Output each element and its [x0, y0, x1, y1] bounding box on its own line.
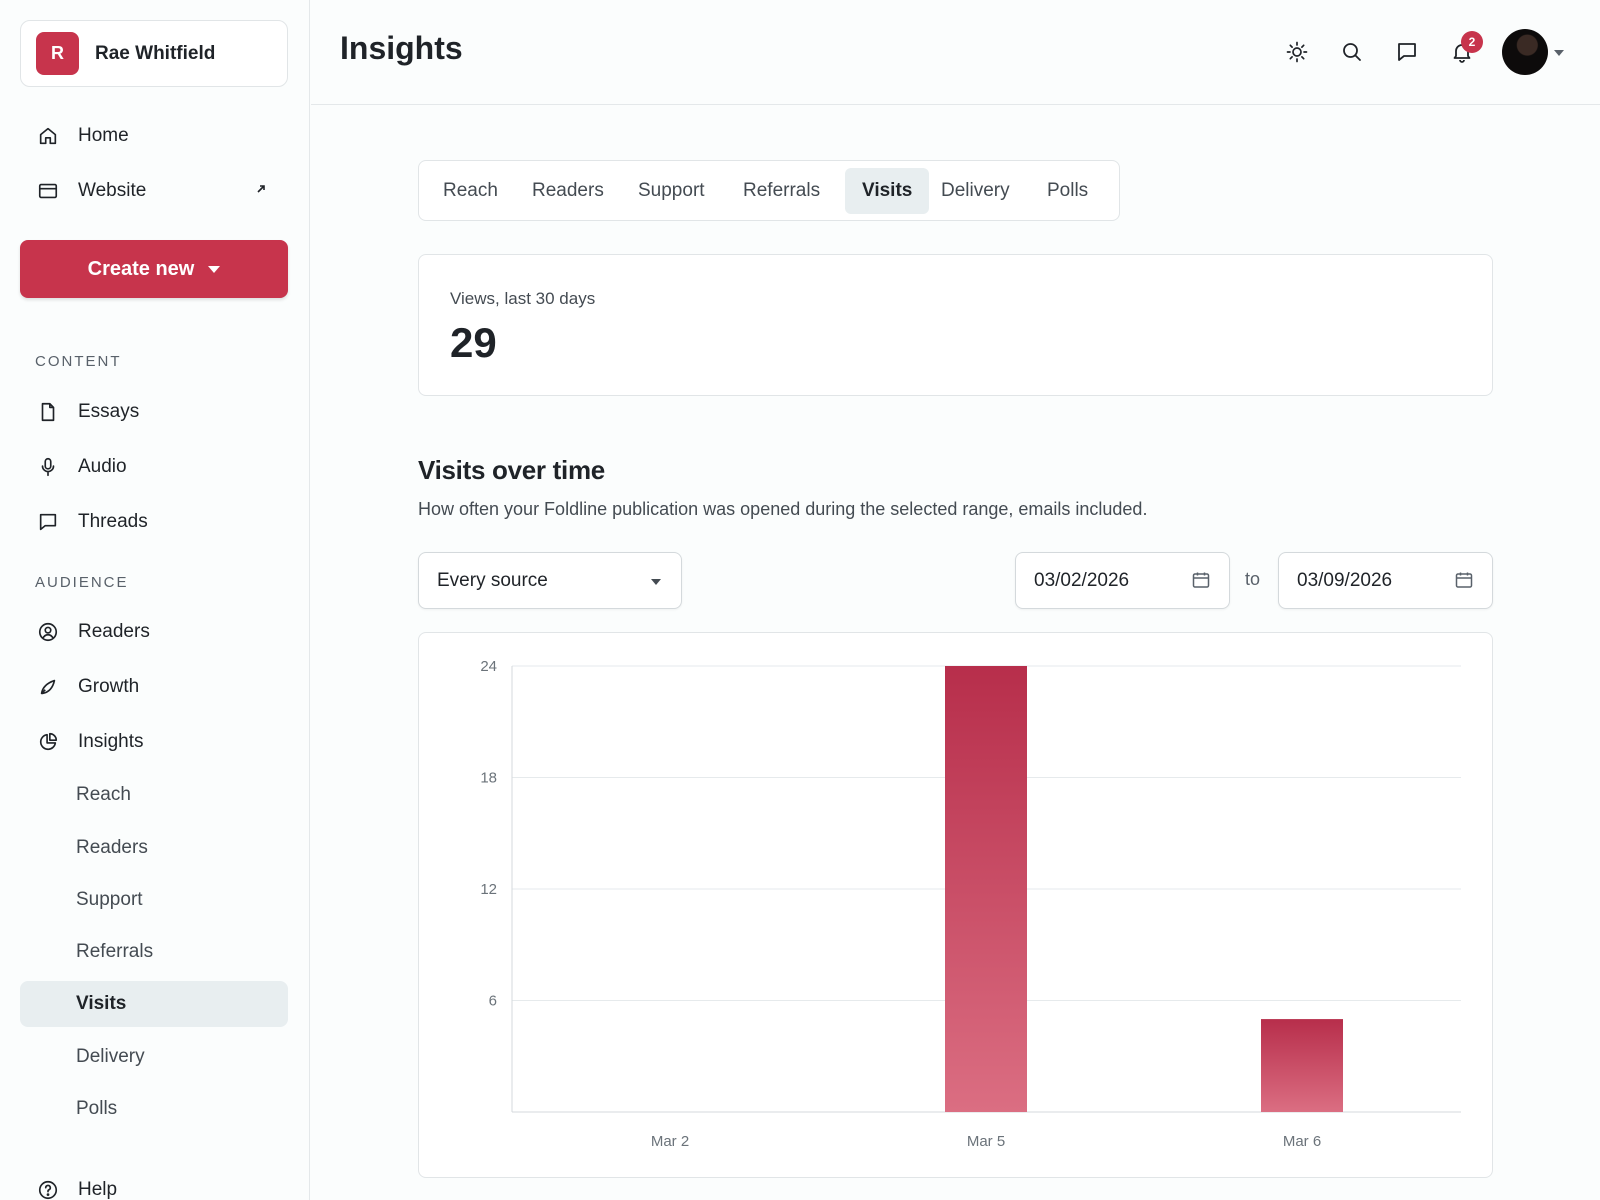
- sidebar-item-label: Help: [78, 1179, 118, 1200]
- bar-mar-6: [1261, 1019, 1343, 1112]
- sidebar-item-label: Audio: [78, 456, 127, 477]
- avatar[interactable]: [1502, 29, 1548, 75]
- sidebar-item-readers[interactable]: Readers: [20, 608, 288, 656]
- home-icon: [36, 124, 60, 148]
- sidebar-subitem-polls[interactable]: Polls: [76, 1098, 118, 1119]
- stat-value: 29: [450, 319, 497, 366]
- top-header: Insights: [311, 0, 1600, 105]
- section-title: Visits over time: [418, 455, 605, 485]
- sidebar-item-label: Threads: [78, 511, 148, 532]
- account-name: Rae Whitfield: [95, 42, 216, 64]
- audience-section-label: AUDIENCE: [35, 574, 129, 591]
- browser-window-icon: [36, 179, 60, 203]
- tab-visits[interactable]: Visits: [845, 168, 930, 214]
- y-tick-label: 6: [489, 993, 497, 1010]
- sidebar-item-website[interactable]: Website: [20, 167, 288, 215]
- sidebar-item-home[interactable]: Home: [20, 112, 288, 160]
- external-link-icon: [257, 185, 265, 193]
- chevron-down-icon[interactable]: [1554, 50, 1564, 56]
- search-icon: [1343, 43, 1361, 61]
- tab-polls[interactable]: Polls: [1047, 180, 1089, 201]
- publication-logo: R: [36, 32, 79, 75]
- sidebar-item-help[interactable]: Help: [20, 1168, 288, 1200]
- date-range-separator: to: [1245, 569, 1261, 589]
- sidebar-subitem-support[interactable]: Support: [76, 889, 143, 910]
- sidebar-subitem-delivery[interactable]: Delivery: [76, 1046, 145, 1067]
- microphone-icon: [36, 455, 60, 479]
- tab-reach[interactable]: Reach: [443, 180, 498, 201]
- sidebar-item-label: Readers: [78, 621, 150, 642]
- sidebar-subitem-visits[interactable]: Visits: [20, 981, 288, 1027]
- calendar-icon[interactable]: [1191, 570, 1211, 590]
- user-circle-icon: [36, 620, 60, 644]
- notification-badge: 2: [1461, 31, 1483, 53]
- source-select-value: Every source: [437, 569, 548, 591]
- y-tick-label: 12: [480, 881, 497, 898]
- x-tick-label: Mar 2: [651, 1133, 689, 1150]
- create-new-button[interactable]: Create new: [20, 240, 288, 298]
- sidebar-item-label: Growth: [78, 676, 140, 697]
- x-tick-label: Mar 6: [1283, 1133, 1321, 1150]
- calendar-icon[interactable]: [1454, 570, 1474, 590]
- sidebar-item-label: Home: [78, 125, 129, 146]
- content-section-label: CONTENT: [35, 353, 122, 370]
- chevron-down-icon: [651, 579, 661, 585]
- sidebar-subitem-referrals[interactable]: Referrals: [76, 941, 154, 962]
- date-from-input[interactable]: [1015, 552, 1230, 609]
- chat-bubble-icon: [1398, 43, 1416, 61]
- sidebar-item-label: Insights: [78, 731, 144, 752]
- tab-delivery[interactable]: Delivery: [941, 180, 1010, 201]
- search-button[interactable]: [1338, 38, 1366, 66]
- x-tick-label: Mar 5: [967, 1133, 1005, 1150]
- tab-readers[interactable]: Readers: [532, 180, 604, 201]
- tab-referrals[interactable]: Referrals: [743, 180, 821, 201]
- theme-toggle-button[interactable]: [1283, 38, 1311, 66]
- sidebar-item-growth[interactable]: Growth: [20, 663, 288, 711]
- account-switcher[interactable]: R Rae Whitfield: [20, 20, 288, 87]
- stat-label: Views, last 30 days: [450, 289, 596, 308]
- tab-support[interactable]: Support: [638, 180, 705, 201]
- help-circle-icon: [36, 1178, 60, 1200]
- source-select[interactable]: Every source: [418, 552, 682, 609]
- sidebar-item-audio[interactable]: Audio: [20, 443, 288, 491]
- y-tick-label: 24: [480, 658, 497, 675]
- sun-icon: [1286, 41, 1308, 63]
- sidebar-item-threads[interactable]: Threads: [20, 498, 288, 546]
- sidebar-item-label: Website: [78, 180, 147, 201]
- sidebar-item-insights[interactable]: Insights: [20, 718, 288, 766]
- insights-tabs: Reach Readers Support Referrals Visits D…: [418, 160, 1120, 221]
- visits-bar-chart: 6 12 18 24 Mar 2 Mar 5 Mar 6: [480, 658, 1461, 1150]
- pie-chart-icon: [36, 730, 60, 754]
- chevron-down-icon: [208, 265, 221, 273]
- bar-mar-5: [945, 666, 1027, 1112]
- rocket-icon: [36, 675, 60, 699]
- y-tick-label: 18: [480, 770, 497, 787]
- visits-chart-card: 6 12 18 24 Mar 2 Mar 5 Mar 6: [418, 632, 1493, 1178]
- document-icon: [36, 400, 60, 424]
- sidebar-subitem-reach[interactable]: Reach: [76, 784, 131, 805]
- sidebar: R Rae Whitfield Home Website Create new …: [0, 0, 310, 1200]
- sidebar-subitem-readers[interactable]: Readers: [76, 837, 148, 858]
- create-new-label: Create new: [87, 257, 195, 280]
- section-description: How often your Foldline publication was …: [418, 499, 1148, 519]
- sidebar-item-label: Essays: [78, 401, 140, 422]
- chat-bubble-icon: [36, 510, 60, 534]
- messages-button[interactable]: [1393, 38, 1421, 66]
- views-stat-card: Views, last 30 days 29: [418, 254, 1493, 396]
- page-title: Insights: [340, 30, 463, 66]
- sidebar-item-essays[interactable]: Essays: [20, 388, 288, 436]
